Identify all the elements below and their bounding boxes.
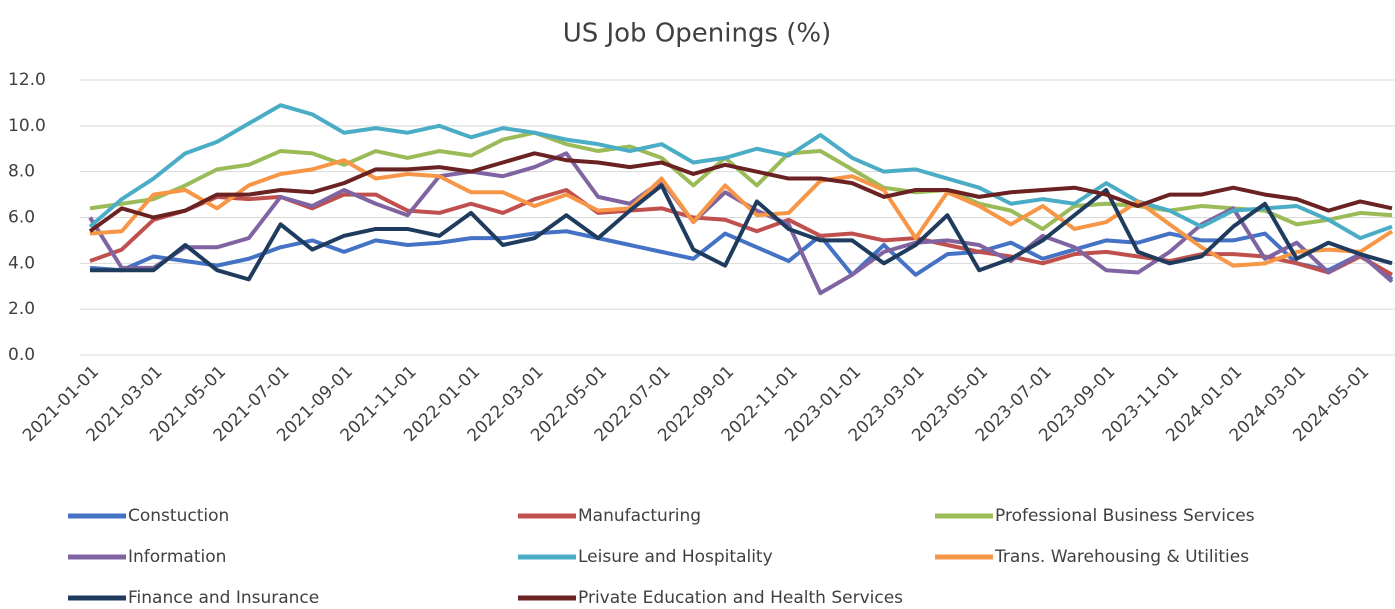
legend-label: Leisure and Hospitality <box>578 547 773 567</box>
series-line <box>88 151 1393 233</box>
y-tick-label: 8.0 <box>8 162 35 182</box>
legend-label: Constuction <box>128 506 229 526</box>
y-tick-label: 12.0 <box>8 70 46 90</box>
legend-label: Information <box>128 547 226 567</box>
legend-label: Private Education and Health Services <box>578 588 903 608</box>
y-tick-label: 10.0 <box>8 116 46 136</box>
legend-label: Manufacturing <box>578 506 701 526</box>
series-line <box>88 103 1393 241</box>
legend-label: Trans. Warehousing & Utilities <box>994 547 1249 567</box>
series-line <box>89 158 1394 268</box>
series-line <box>89 130 1393 231</box>
y-tick-label: 4.0 <box>8 253 35 273</box>
y-tick-label: 0.0 <box>8 345 35 365</box>
chart-title: US Job Openings (%) <box>563 19 832 49</box>
y-tick-label: 2.0 <box>8 299 35 319</box>
legend-label: Professional Business Services <box>995 506 1255 526</box>
series-line <box>90 183 1393 282</box>
series-line <box>89 229 1394 281</box>
y-tick-label: 6.0 <box>8 208 35 228</box>
legend-label: Finance and Insurance <box>128 588 319 608</box>
